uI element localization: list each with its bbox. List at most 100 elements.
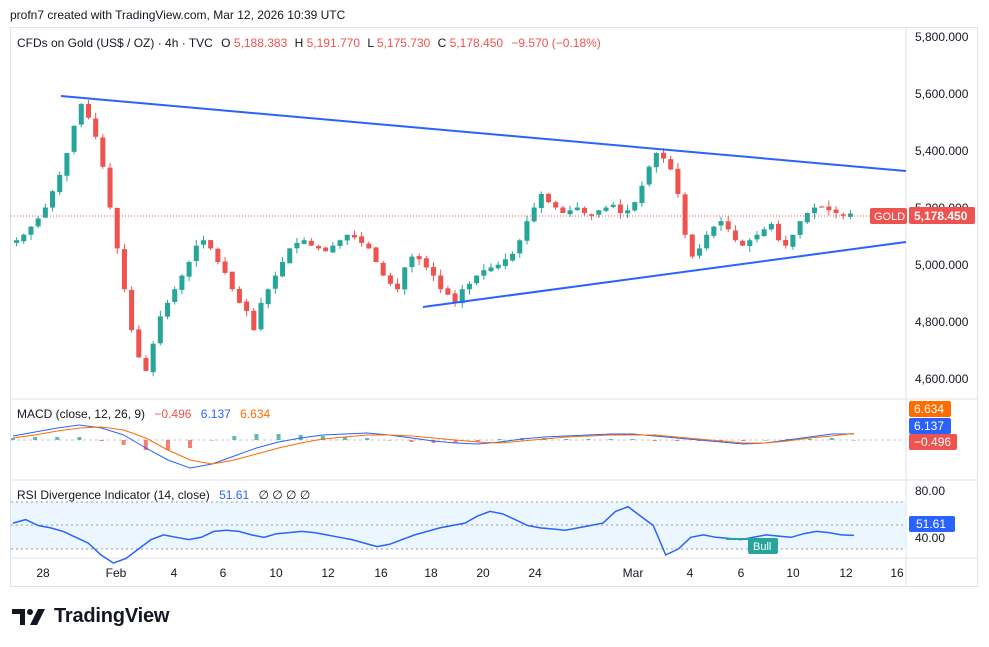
open-label: O	[221, 36, 230, 50]
signal-line	[12, 426, 855, 465]
candle-body	[143, 358, 149, 371]
price-tick: 5,600.000	[915, 87, 969, 101]
candle-body	[466, 283, 472, 290]
macd-histogram-bar	[99, 440, 104, 441]
time-tick: 28	[36, 566, 50, 580]
time-tick: 10	[786, 566, 800, 580]
candle-body	[790, 234, 796, 247]
candle-body	[121, 249, 127, 290]
candle-body	[639, 185, 645, 204]
candle-body	[538, 193, 544, 208]
candle-body	[323, 247, 329, 252]
candle-body	[208, 240, 214, 249]
candle-body	[768, 223, 774, 230]
candle-body	[711, 226, 717, 236]
time-tick: 16	[374, 566, 388, 580]
time-tick: Mar	[623, 566, 644, 580]
candle-body	[740, 240, 746, 246]
candle-body	[718, 221, 724, 226]
lower-trendline[interactable]	[422, 241, 907, 308]
rsi-tick: 80.00	[915, 484, 945, 498]
last-price-tag-text: 5,178.450	[914, 209, 968, 223]
chart-canvas[interactable]: CFDs on Gold (US$ / OZ) · 4h · TVC O 5,1…	[11, 28, 977, 586]
candle-body	[114, 207, 120, 249]
macd-histogram-bar	[652, 440, 657, 441]
last-price-tag	[909, 207, 975, 224]
candle-body	[617, 204, 623, 213]
rsi-tag	[909, 516, 955, 532]
candle-body	[840, 214, 846, 216]
macd-value: 6.137	[201, 407, 231, 421]
candle-body	[222, 261, 228, 273]
price-tick: 4,800.000	[915, 315, 969, 329]
candle-body	[625, 210, 631, 214]
candle-body	[280, 262, 286, 277]
candle-body	[553, 202, 559, 208]
time-axis[interactable]: 28 Feb 4 6 10 12 16 18 20 24 Mar 4 6 10 12 16	[36, 566, 904, 580]
symbol-label: CFDs on Gold (US$ / OZ) · 4h · TVC	[17, 36, 213, 50]
macd-histogram-bar	[188, 440, 193, 448]
candle-body	[445, 288, 451, 295]
candle-body	[819, 206, 825, 208]
macd-histogram-bar	[453, 440, 458, 443]
candle-body	[704, 234, 710, 249]
macd-histogram-bar	[630, 439, 635, 440]
candle-body	[596, 210, 602, 215]
candle-body	[524, 221, 530, 241]
candles-group	[14, 99, 853, 377]
time-tick: 4	[687, 566, 694, 580]
high-value: 5,191.770	[307, 36, 361, 50]
price-tick: 4,600.000	[915, 372, 969, 386]
candle-body	[294, 242, 300, 249]
signal-tag-text: 6.634	[914, 402, 944, 416]
candle-body	[589, 214, 595, 216]
candle-body	[351, 234, 357, 238]
macd-line	[12, 424, 855, 469]
candle-body	[747, 240, 753, 247]
legend-row: CFDs on Gold (US$ / OZ) · 4h · TVC O 5,1…	[17, 36, 601, 50]
candle-body	[373, 247, 379, 263]
upper-trendline[interactable]	[60, 95, 907, 172]
ticker-tag	[870, 208, 907, 224]
tradingview-logo-icon	[12, 608, 45, 625]
candle-body	[165, 302, 171, 317]
candle-body	[502, 259, 508, 267]
candle-body	[359, 236, 365, 243]
candle-body	[495, 264, 501, 269]
time-tick: 24	[528, 566, 542, 580]
time-tick: 6	[220, 566, 227, 580]
candle-body	[200, 240, 206, 245]
rsi-line	[12, 505, 855, 564]
time-tick: 6	[738, 566, 745, 580]
macd-histogram-bar	[33, 437, 38, 440]
candle-body	[761, 229, 767, 237]
candle-body	[64, 153, 70, 176]
macd-histogram-bar	[564, 439, 569, 440]
close-label: C	[438, 36, 447, 50]
candle-body	[380, 262, 386, 276]
rsi-legend: RSI Divergence Indicator (14, close) 51.…	[17, 488, 310, 502]
candle-body	[531, 207, 537, 222]
candle-body	[78, 104, 84, 125]
candle-body	[287, 248, 293, 264]
price-tick: 5,800.000	[915, 30, 969, 44]
tradingview-logo[interactable]: TradingView	[12, 605, 169, 628]
macd-histogram-bar	[276, 434, 281, 440]
time-tick: 12	[839, 566, 853, 580]
candle-body	[229, 271, 235, 290]
candle-body	[430, 266, 437, 276]
chart-frame[interactable]: CFDs on Gold (US$ / OZ) · 4h · TVC O 5,1…	[10, 27, 978, 587]
macd-histogram-bar	[77, 437, 82, 440]
candle-body	[265, 289, 271, 305]
candle-body	[251, 310, 257, 331]
candle-body	[57, 174, 63, 193]
candle-body	[488, 267, 494, 272]
time-tick: 20	[476, 566, 490, 580]
candle-body	[21, 234, 27, 242]
candle-body	[474, 275, 480, 284]
macd-tag	[909, 418, 951, 434]
ticker-tag-text: GOLD	[874, 211, 905, 223]
candle-body	[172, 289, 178, 302]
candle-body	[308, 240, 314, 246]
candle-body	[244, 301, 250, 312]
